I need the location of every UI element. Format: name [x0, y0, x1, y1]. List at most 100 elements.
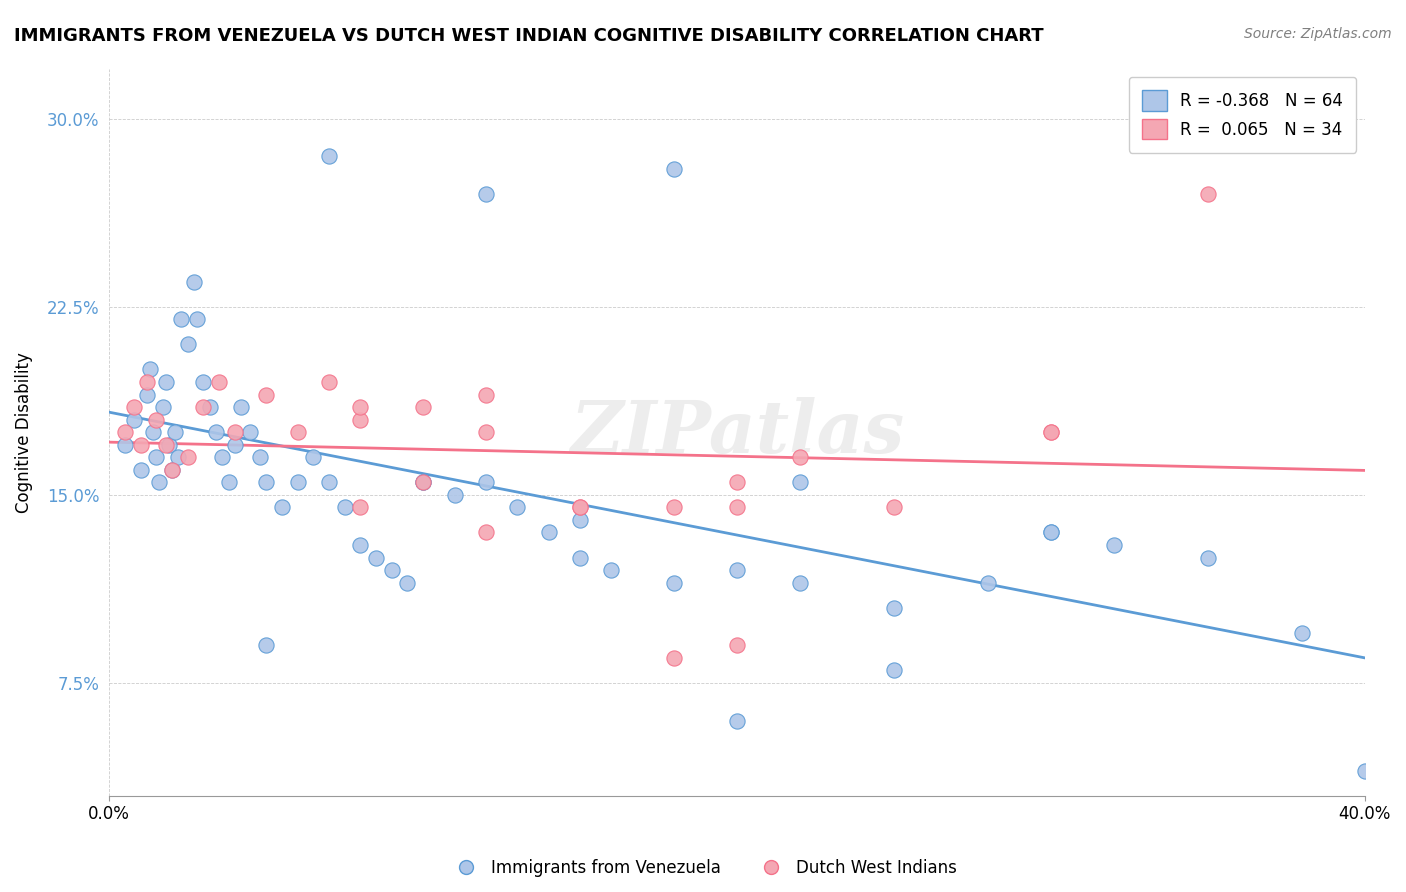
Point [396, 575, 419, 590]
Point [198, 400, 221, 414]
Point [165, 425, 187, 439]
Point [177, 337, 200, 351]
Point [155, 375, 177, 389]
Point [183, 275, 205, 289]
Point [249, 450, 271, 465]
Point [569, 513, 592, 527]
Point [475, 186, 498, 201]
Point [883, 500, 905, 515]
Point [725, 638, 748, 652]
Point [412, 475, 434, 490]
Point [287, 475, 309, 490]
Point [443, 488, 465, 502]
Point [1039, 425, 1062, 439]
Point [177, 450, 200, 465]
Point [412, 475, 434, 490]
Point [224, 425, 246, 439]
Point [318, 149, 340, 163]
Point [148, 475, 170, 490]
Point [664, 161, 686, 176]
Point [664, 575, 686, 590]
Text: Source: ZipAtlas.com: Source: ZipAtlas.com [1244, 27, 1392, 41]
Point [145, 450, 167, 465]
Point [318, 475, 340, 490]
Point [254, 475, 277, 490]
Point [537, 525, 560, 540]
Point [186, 312, 208, 326]
Point [239, 425, 262, 439]
Point [1102, 538, 1125, 552]
Point [205, 425, 228, 439]
Point [129, 463, 152, 477]
Point [600, 563, 623, 577]
Point [1354, 764, 1376, 778]
Point [114, 438, 136, 452]
Point [475, 387, 498, 401]
Point [142, 425, 165, 439]
Text: IMMIGRANTS FROM VENEZUELA VS DUTCH WEST INDIAN COGNITIVE DISABILITY CORRELATION : IMMIGRANTS FROM VENEZUELA VS DUTCH WEST … [14, 27, 1043, 45]
Point [224, 438, 246, 452]
Text: ZIPatlas: ZIPatlas [569, 397, 904, 467]
Point [229, 400, 252, 414]
Point [287, 425, 309, 439]
Point [218, 475, 240, 490]
Y-axis label: Cognitive Disability: Cognitive Disability [15, 351, 32, 513]
Point [254, 638, 277, 652]
Point [211, 450, 233, 465]
Point [1039, 425, 1062, 439]
Point [124, 412, 146, 426]
Point [160, 463, 183, 477]
Point [364, 550, 387, 565]
Legend: R = -0.368   N = 64, R =  0.065   N = 34: R = -0.368 N = 64, R = 0.065 N = 34 [1129, 77, 1357, 153]
Point [193, 400, 215, 414]
Point [1039, 525, 1062, 540]
Point [569, 500, 592, 515]
Point [124, 400, 146, 414]
Point [381, 563, 404, 577]
Point [506, 500, 529, 515]
Point [349, 400, 371, 414]
Point [1291, 625, 1313, 640]
Point [1197, 186, 1219, 201]
Point [145, 412, 167, 426]
Point [208, 375, 231, 389]
Point [883, 664, 905, 678]
Point [664, 500, 686, 515]
Point [139, 362, 162, 376]
Point [789, 575, 811, 590]
Point [475, 525, 498, 540]
Point [412, 475, 434, 490]
Point [725, 714, 748, 728]
Point [302, 450, 325, 465]
Point [412, 400, 434, 414]
Point [170, 312, 193, 326]
Point [349, 412, 371, 426]
Point [135, 375, 157, 389]
Point [789, 475, 811, 490]
Point [1039, 525, 1062, 540]
Point [129, 438, 152, 452]
Point [883, 600, 905, 615]
Point [1197, 550, 1219, 565]
Point [349, 500, 371, 515]
Point [569, 500, 592, 515]
Point [569, 550, 592, 565]
Point [725, 475, 748, 490]
Point [725, 500, 748, 515]
Point [193, 375, 215, 389]
Point [160, 463, 183, 477]
Point [135, 387, 157, 401]
Point [333, 500, 356, 515]
Point [167, 450, 190, 465]
Point [318, 375, 340, 389]
Point [789, 450, 811, 465]
Point [664, 650, 686, 665]
Point [155, 438, 177, 452]
Point [270, 500, 292, 515]
Point [114, 425, 136, 439]
Point [977, 575, 1000, 590]
Legend: Immigrants from Venezuela, Dutch West Indians: Immigrants from Venezuela, Dutch West In… [443, 853, 963, 884]
Point [725, 563, 748, 577]
Point [475, 475, 498, 490]
Point [157, 438, 180, 452]
